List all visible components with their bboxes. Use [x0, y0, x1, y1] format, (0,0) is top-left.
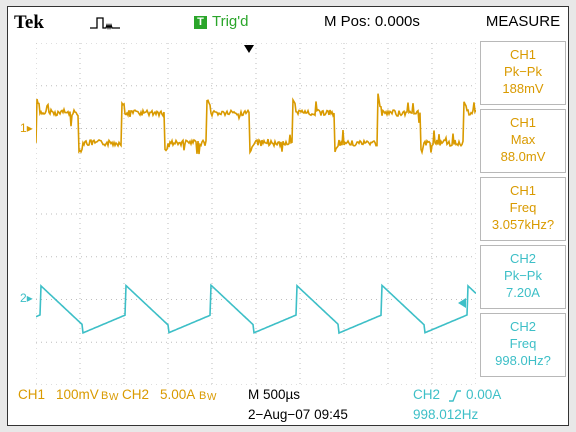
measure-channel: CH2 — [509, 251, 536, 266]
ch2-scale: 5.00A — [160, 387, 196, 402]
oscilloscope-screen: Tek T Trig'd M Pos: 0.000s MEASURE 1▸ 2▸… — [7, 6, 569, 426]
measure-value: 88.0mV — [500, 149, 546, 164]
measure-value: 3.057kHz? — [491, 217, 555, 232]
ch1-label: CH1 — [18, 387, 46, 402]
measure-ch1-pkpk[interactable]: CH1 Pk−Pk 188mV — [480, 41, 566, 105]
settings-bar: CH1 100mV B W CH2 5.00A B W M 500µs CH2 … — [8, 385, 568, 425]
measure-channel: CH2 — [509, 319, 536, 334]
ch1-marker-label: 1 — [20, 121, 27, 135]
measure-ch1-freq[interactable]: CH1 Freq 3.057kHz? — [480, 177, 566, 241]
ch2-bw-limit: B — [199, 390, 207, 402]
trigger-position-icon — [244, 45, 254, 53]
status-bar: Tek T Trig'd M Pos: 0.000s — [8, 7, 478, 37]
ch1-ground-marker: 1▸ — [20, 121, 33, 135]
ch2-trigger-level-icon — [458, 298, 466, 308]
trigger-badge: T — [194, 16, 207, 29]
measure-name: Max — [510, 132, 536, 147]
trigger-frequency: 998.012Hz — [413, 407, 479, 422]
graticule — [36, 43, 476, 385]
measure-ch1-max[interactable]: CH1 Max 88.0mV — [480, 109, 566, 173]
ch1-coupling: W — [109, 392, 119, 403]
ch2-marker-label: 2 — [20, 291, 27, 305]
date-time: 2−Aug−07 09:45 — [248, 407, 348, 422]
measure-name: Freq — [509, 336, 537, 351]
measure-name: Pk−Pk — [504, 64, 542, 79]
measure-ch2-freq[interactable]: CH2 Freq 998.0Hz? — [480, 313, 566, 377]
ch1-waveform — [36, 93, 476, 156]
trigger-level: 0.00A — [466, 387, 502, 402]
measure-channel: CH1 — [509, 47, 536, 62]
ch1-scale: 100mV — [56, 387, 99, 402]
ch1-bw-limit: B — [101, 390, 109, 402]
ch2-ground-marker: 2▸ — [20, 291, 33, 305]
measure-value: 188mV — [502, 81, 544, 96]
brand-logo: Tek — [14, 12, 44, 33]
horizontal-position: M Pos: 0.000s — [324, 13, 420, 30]
grid-lines — [36, 43, 476, 385]
ch2-waveform — [36, 283, 476, 335]
measure-value: 998.0Hz? — [495, 353, 551, 368]
measure-value: 7.20A — [506, 285, 540, 300]
measure-name: Freq — [509, 200, 537, 215]
ch2-label-inactive: CH2 — [122, 387, 150, 402]
timebase: M 500µs — [248, 387, 301, 402]
trigger-source: CH2 — [413, 387, 441, 402]
measure-channel: CH1 — [509, 115, 536, 130]
measure-ch2-pkpk[interactable]: CH2 Pk−Pk 7.20A — [480, 245, 566, 309]
ch2-coupling: W — [207, 392, 217, 403]
measure-panel: CH1 Pk−Pk 188mV CH1 Max 88.0mV CH1 Freq … — [478, 37, 568, 385]
rising-edge-icon — [449, 390, 461, 402]
measure-name: Pk−Pk — [504, 268, 542, 283]
measure-channel: CH1 — [509, 183, 536, 198]
measure-title: MEASURE — [485, 13, 561, 30]
pulse-acquire-icon — [90, 17, 120, 31]
trigger-status: Trig'd — [212, 13, 249, 30]
